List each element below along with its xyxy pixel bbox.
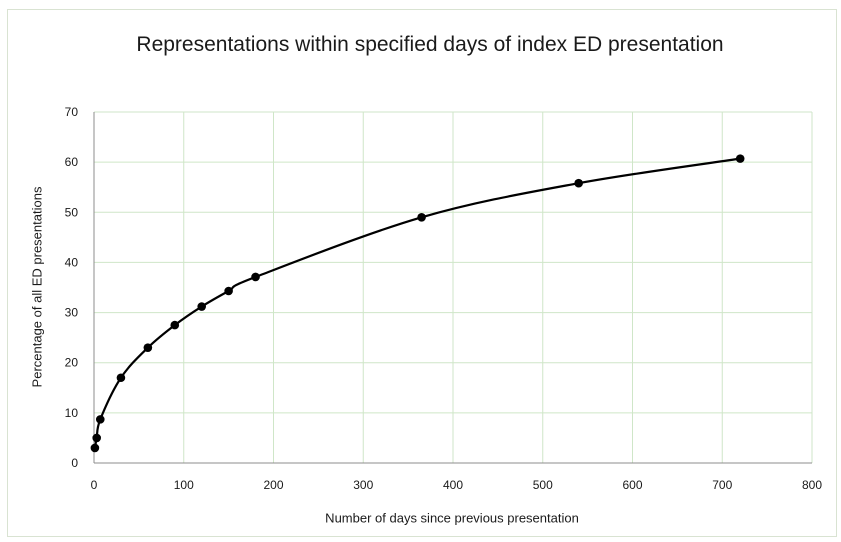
data-point-365 [417,213,426,222]
axes [93,112,812,464]
y-tick-label-70: 70 [65,105,79,119]
x-axis-label: Number of days since previous presentati… [325,510,579,526]
y-tick-label-10: 10 [65,406,79,420]
x-tick-label-600: 600 [622,478,642,492]
data-point-540 [574,178,583,188]
data-point-720 [735,154,745,163]
x-tick-label-0: 0 [91,478,98,492]
data-point-1 [90,443,100,453]
data-point-120 [197,302,206,311]
y-tick-label-20: 20 [65,356,79,370]
data-point-60 [143,343,153,352]
data-point-150 [224,286,233,296]
x-tick-label-400: 400 [443,478,463,492]
gridlines [94,111,813,463]
data-point-30 [116,373,126,383]
x-tick-label-500: 500 [533,478,553,492]
y-tick-label-30: 30 [65,306,79,320]
data-point-7 [95,415,105,424]
x-tick-label-200: 200 [263,478,283,492]
x-tick-label-700: 700 [712,478,732,492]
x-tick-label-800: 800 [802,478,822,492]
data-point-3 [92,433,101,443]
data-series [90,154,745,453]
data-point-180 [251,272,260,282]
series-line-0 [93,157,741,449]
tick-labels: 0 100 200 300 400 500 600 700 800 0 10 20 30 40 50 60 70 [65,105,823,492]
chart-frame [7,9,837,537]
chart-title: Representations within specified days of… [136,33,724,56]
x-tick-label-300: 300 [353,478,373,492]
y-tick-label-40: 40 [65,255,79,269]
y-tick-label-0: 0 [71,456,78,470]
y-tick-label-50: 50 [65,205,79,219]
x-tick-label-100: 100 [174,478,194,492]
y-tick-label-60: 60 [65,155,79,169]
data-point-90 [170,320,180,330]
